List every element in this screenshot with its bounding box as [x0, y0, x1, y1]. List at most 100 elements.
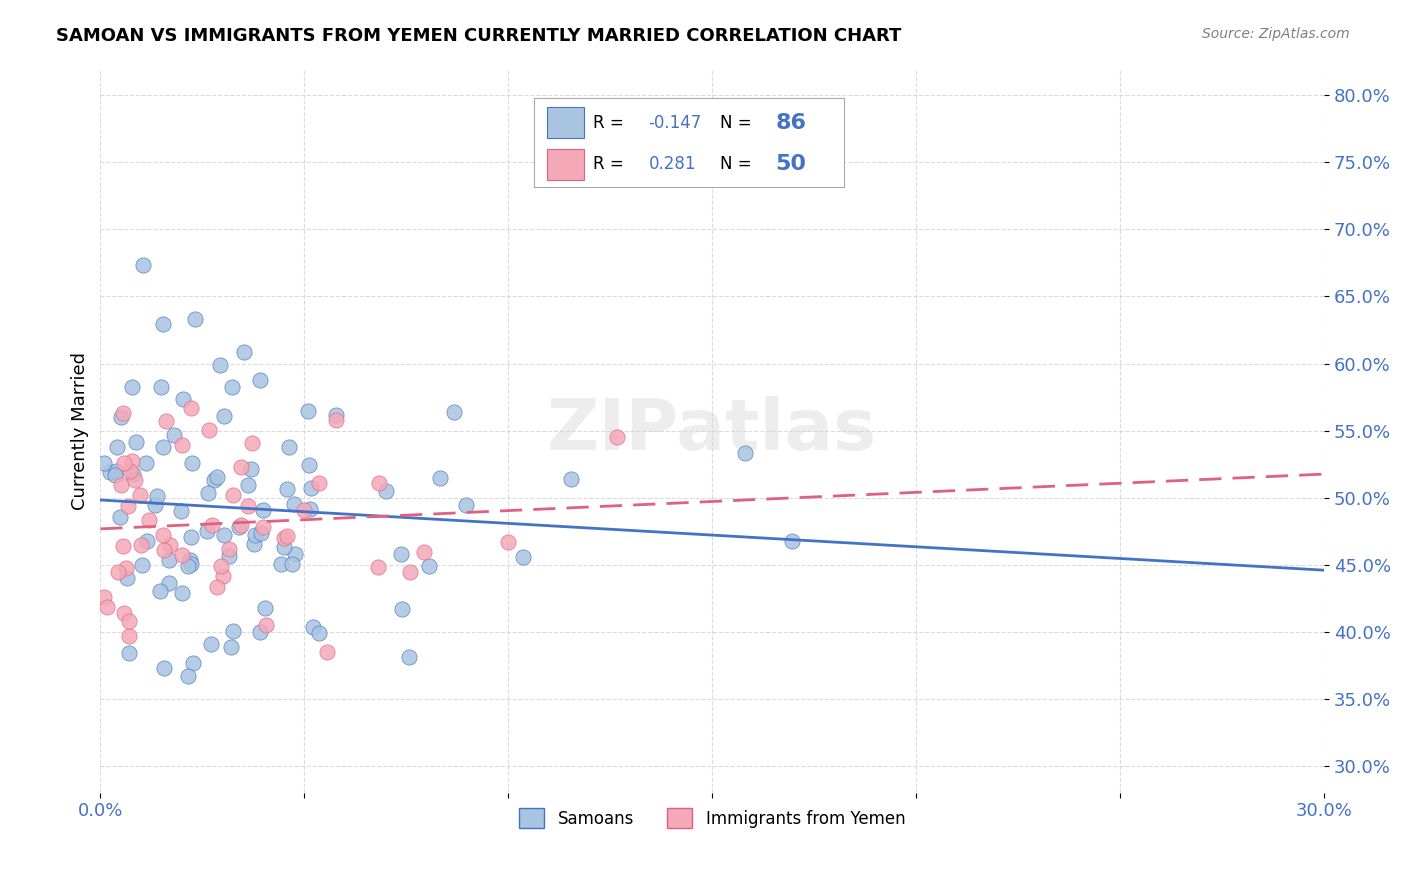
Point [389, 547, 412, 561]
Point [221, 488, 243, 502]
Point [780, 533, 803, 548]
Point [308, 626, 330, 640]
Point [105, 464, 128, 478]
Point [250, 526, 273, 541]
Point [308, 476, 330, 491]
Point [399, 565, 422, 579]
Point [93, 591, 115, 605]
Text: Source: ZipAtlas.com: Source: ZipAtlas.com [1202, 27, 1350, 41]
Point [153, 542, 176, 557]
Point [170, 504, 193, 518]
Text: R =: R = [593, 114, 628, 132]
Point [560, 472, 582, 486]
Point [249, 624, 271, 639]
Point [159, 538, 181, 552]
Legend: Samoans, Immigrants from Yemen: Samoans, Immigrants from Yemen [513, 801, 912, 835]
Point [143, 498, 166, 512]
Point [218, 542, 240, 557]
Point [202, 473, 225, 487]
Point [177, 669, 200, 683]
Point [111, 407, 134, 421]
Point [107, 565, 129, 579]
Point [170, 548, 193, 562]
Point [131, 258, 153, 272]
Point [181, 656, 204, 670]
Point [117, 646, 139, 660]
Point [121, 380, 143, 394]
Point [180, 531, 202, 545]
Point [276, 529, 298, 543]
Point [135, 456, 157, 470]
Point [179, 553, 201, 567]
Text: R =: R = [593, 155, 634, 173]
Point [606, 430, 628, 444]
Point [273, 541, 295, 555]
Point [734, 446, 756, 460]
Point [157, 553, 180, 567]
Point [117, 571, 139, 585]
Point [443, 405, 465, 419]
Point [112, 607, 135, 621]
Point [219, 640, 242, 655]
Point [138, 513, 160, 527]
Point [292, 503, 315, 517]
Point [170, 438, 193, 452]
Point [129, 488, 152, 502]
Point [325, 408, 347, 422]
Point [180, 401, 202, 415]
Point [195, 524, 218, 538]
Point [270, 557, 292, 571]
Point [110, 509, 132, 524]
Point [218, 549, 240, 563]
FancyBboxPatch shape [547, 107, 583, 138]
Point [205, 581, 228, 595]
Point [153, 661, 176, 675]
Point [177, 558, 200, 573]
Point [233, 345, 256, 359]
Point [181, 456, 204, 470]
Y-axis label: Currently Married: Currently Married [72, 351, 89, 509]
Point [240, 436, 263, 450]
Text: SAMOAN VS IMMIGRANTS FROM YEMEN CURRENTLY MARRIED CORRELATION CHART: SAMOAN VS IMMIGRANTS FROM YEMEN CURRENTL… [56, 27, 901, 45]
Point [283, 497, 305, 511]
Point [197, 485, 219, 500]
Point [180, 558, 202, 572]
Point [118, 465, 141, 479]
Point [299, 501, 322, 516]
Point [454, 498, 477, 512]
Point [121, 453, 143, 467]
Point [229, 517, 252, 532]
Point [105, 441, 128, 455]
Point [228, 520, 250, 534]
Point [316, 644, 339, 658]
Point [211, 569, 233, 583]
Point [391, 602, 413, 616]
Point [200, 637, 222, 651]
Point [273, 531, 295, 545]
Point [298, 458, 321, 472]
Point [111, 539, 134, 553]
Point [198, 423, 221, 437]
Point [212, 409, 235, 424]
Point [243, 537, 266, 551]
Text: ZIPatlas: ZIPatlas [547, 396, 877, 465]
Point [325, 413, 347, 427]
Point [368, 475, 391, 490]
Point [252, 503, 274, 517]
Point [114, 561, 136, 575]
Point [297, 404, 319, 418]
Point [122, 467, 145, 482]
Point [146, 489, 169, 503]
Point [512, 549, 534, 564]
Point [117, 499, 139, 513]
Point [136, 533, 159, 548]
Point [96, 599, 118, 614]
Point [152, 527, 174, 541]
Text: 50: 50 [776, 154, 807, 174]
Point [496, 534, 519, 549]
Point [254, 617, 277, 632]
Point [212, 528, 235, 542]
Point [110, 410, 132, 425]
Point [253, 600, 276, 615]
Point [129, 538, 152, 552]
